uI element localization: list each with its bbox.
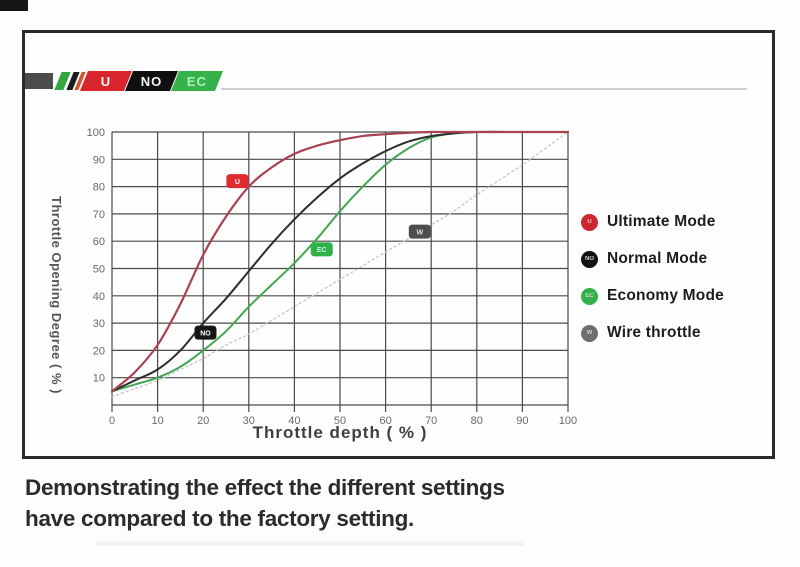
logo-segment-label: EC [186, 73, 208, 89]
svg-text:80: 80 [471, 415, 483, 427]
logo-underline [221, 88, 747, 90]
x-axis-label: Throttle depth ( % ) [252, 423, 428, 442]
legend-dot-icon: EC [581, 287, 598, 305]
caption-line-1: Demonstrating the effect the different s… [25, 475, 505, 500]
svg-text:10: 10 [93, 373, 105, 385]
y-axis-label: Throttle Opening Degree ( % ) [49, 196, 64, 394]
legend-dot-icon: W [581, 324, 598, 342]
legend-dot-icon: NO [581, 250, 598, 268]
svg-text:90: 90 [93, 154, 105, 166]
svg-text:30: 30 [243, 415, 255, 427]
logo-bar [25, 73, 53, 89]
svg-text:100: 100 [559, 415, 577, 427]
caption-line-2: have compared to the factory setting. [25, 506, 414, 531]
legend-item-wire-throttle: W Wire throttle [581, 324, 724, 342]
svg-text:40: 40 [93, 291, 105, 303]
svg-text:U: U [235, 179, 240, 186]
svg-text:10: 10 [151, 415, 163, 427]
svg-text:70: 70 [93, 209, 105, 221]
logo-segment-label: NO [140, 73, 163, 89]
logo-segment-label: U [100, 73, 112, 89]
svg-text:90: 90 [516, 415, 528, 427]
throttle-curves-chart: 0 10 20 30 40 50 60 70 80 90 100 10 20 30 40 50 60 70 80 90… [87, 127, 578, 427]
legend-item-normal-mode: NO Normal Mode [581, 250, 724, 268]
svg-text:50: 50 [334, 415, 346, 427]
svg-text:30: 30 [93, 318, 105, 330]
svg-text:40: 40 [288, 415, 300, 427]
svg-text:100: 100 [87, 127, 105, 139]
svg-text:70: 70 [425, 415, 437, 427]
svg-text:60: 60 [379, 415, 391, 427]
top-left-corner-mark [0, 0, 28, 11]
legend-item-label: Wire throttle [607, 324, 701, 341]
svg-text:NO: NO [200, 330, 211, 337]
svg-text:W: W [416, 229, 423, 236]
svg-text:0: 0 [109, 415, 115, 427]
svg-text:80: 80 [93, 182, 105, 194]
legend-item-label: Ultimate Mode [607, 213, 716, 230]
svg-text:50: 50 [93, 264, 105, 276]
legend-item-label: Economy Mode [607, 287, 724, 304]
legend-item-label: Normal Mode [607, 250, 708, 267]
legend-dot-icon: U [581, 213, 598, 231]
svg-text:EC: EC [317, 247, 327, 254]
chart-frame: U NO EC Throttle Opening Degree ( % ) 0 1… [22, 30, 775, 459]
svg-text:20: 20 [197, 415, 209, 427]
svg-text:60: 60 [93, 236, 105, 248]
legend-item-ultimate-mode: U Ultimate Mode [581, 213, 724, 231]
cropped-content-artifact [95, 541, 525, 546]
legend: U Ultimate Mode NO Normal Mode EC Economy Mod… [581, 213, 724, 342]
svg-text:20: 20 [93, 345, 105, 357]
figure-caption: Demonstrating the effect the different s… [25, 472, 505, 534]
legend-item-economy-mode: EC Economy Mode [581, 287, 724, 305]
